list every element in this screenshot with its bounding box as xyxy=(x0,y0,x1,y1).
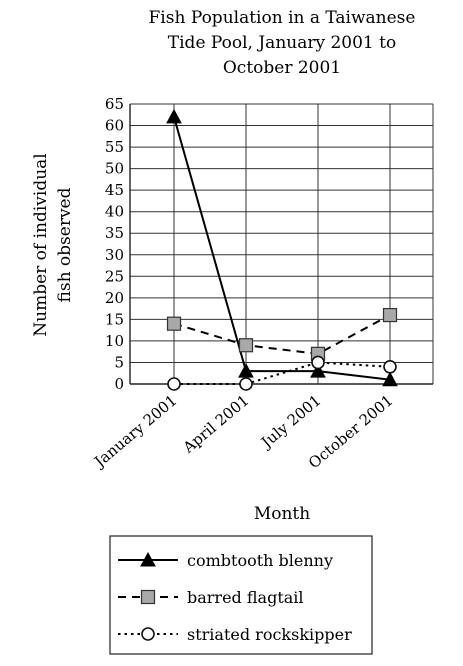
chart-title-line-2: Tide Pool, January 2001 to xyxy=(168,33,396,53)
data-point-2-1 xyxy=(239,377,253,391)
chart-title-line-1: Fish Population in a Taiwanese xyxy=(149,8,416,28)
legend-marker-0 xyxy=(140,551,156,567)
legend-label-1: barred flagtail xyxy=(187,588,304,607)
x-tick-label-1: April 2001 xyxy=(179,391,253,457)
y-tick-label-5: 5 xyxy=(114,353,124,371)
y-tick-label-25: 25 xyxy=(105,267,124,285)
legend-label-2: striated rockskipper xyxy=(187,625,352,644)
data-point-0-2 xyxy=(310,363,326,378)
data-point-2-2 xyxy=(311,355,325,370)
y-tick-label-20: 20 xyxy=(105,289,124,307)
series-line-2 xyxy=(174,361,391,385)
series-layer xyxy=(166,108,398,391)
y-tick-label-35: 35 xyxy=(105,224,124,242)
y-tick-label-30: 30 xyxy=(105,246,124,264)
legend: combtooth blenny barred flagtail striated … xyxy=(118,551,352,644)
y-axis-ticks: 0 5 10 15 20 25 30 35 40 45 50 55 60 65 xyxy=(105,95,124,393)
series-2 xyxy=(167,355,397,391)
data-point-1-1 xyxy=(238,338,254,353)
series-line-1 xyxy=(173,314,391,355)
legend-label-0: combtooth blenny xyxy=(187,551,333,570)
y-axis-label-line-2: fish observed xyxy=(55,187,75,302)
x-tick-label-2: July 2001 xyxy=(256,391,324,452)
grid-lines xyxy=(129,103,434,385)
legend-marker-1 xyxy=(140,589,156,605)
x-axis-label: Month xyxy=(254,504,310,524)
data-point-2-3 xyxy=(383,359,397,374)
y-tick-label-45: 45 xyxy=(105,181,124,199)
y-tick-label-50: 50 xyxy=(105,160,124,178)
y-tick-label-40: 40 xyxy=(105,203,124,221)
y-axis-label-line-1: Number of individual xyxy=(31,153,51,337)
chart-title-line-3: October 2001 xyxy=(223,58,341,78)
y-tick-label-65: 65 xyxy=(105,95,124,113)
data-point-2-0 xyxy=(167,377,181,391)
legend-marker-2 xyxy=(141,627,155,641)
y-tick-label-0: 0 xyxy=(114,375,124,393)
data-point-1-0 xyxy=(166,316,182,331)
y-tick-label-10: 10 xyxy=(105,332,124,350)
x-tick-label-0: January 2001 xyxy=(89,391,180,472)
data-point-1-3 xyxy=(382,307,398,323)
y-tick-label-15: 15 xyxy=(105,310,124,328)
series-0 xyxy=(166,108,398,387)
data-point-0-0 xyxy=(166,108,182,124)
y-tick-label-60: 60 xyxy=(105,117,124,135)
y-tick-label-55: 55 xyxy=(105,138,124,156)
data-point-0-1 xyxy=(238,363,254,378)
series-line-0 xyxy=(173,116,391,381)
series-1 xyxy=(166,307,398,361)
data-point-0-3 xyxy=(382,371,398,387)
